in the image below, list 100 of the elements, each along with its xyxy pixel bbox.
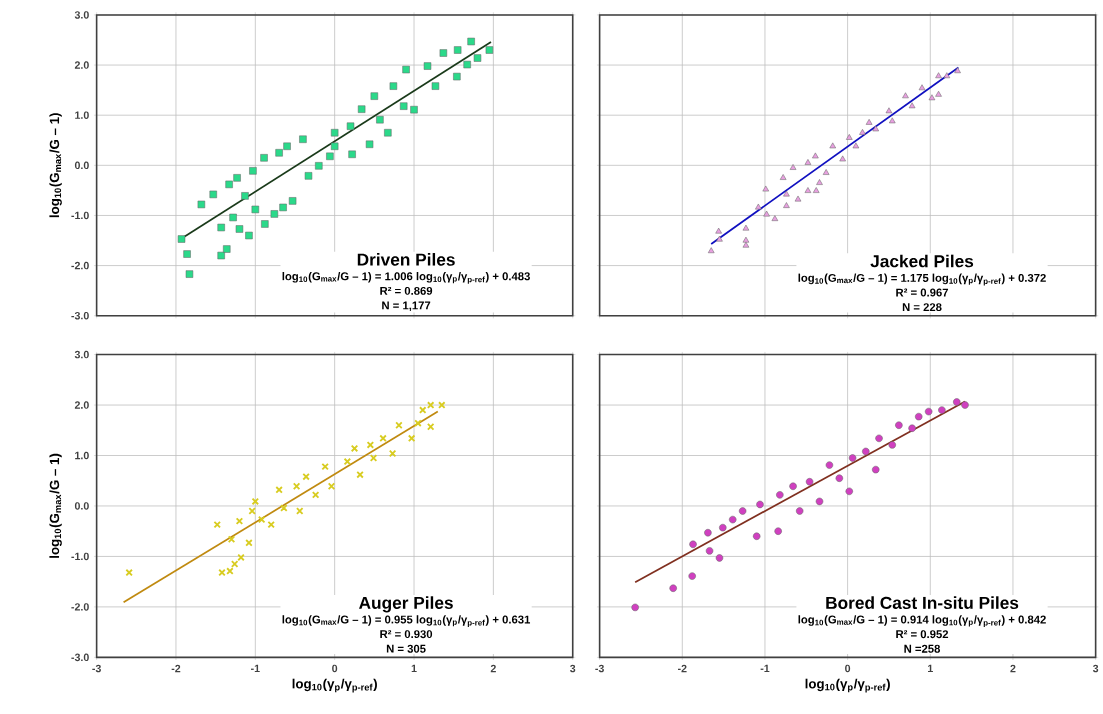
x-tick-label: -1	[760, 664, 770, 672]
point	[742, 224, 750, 231]
x-tick-label: 3	[570, 664, 576, 673]
annotation: R² = 0.930	[380, 630, 433, 639]
point	[935, 90, 942, 97]
point	[431, 82, 440, 90]
x-tick-label: -3	[92, 664, 101, 673]
point	[848, 454, 857, 462]
point	[376, 115, 384, 124]
point	[852, 142, 860, 149]
point	[865, 118, 873, 125]
annotation: R² = 0.869	[380, 286, 433, 295]
point	[275, 486, 283, 494]
point	[954, 67, 961, 74]
annotation: Driven Piles	[357, 252, 455, 266]
point	[742, 236, 750, 243]
point	[763, 210, 770, 217]
point	[245, 539, 253, 547]
point	[296, 507, 304, 515]
point	[872, 125, 879, 132]
point	[631, 603, 639, 612]
point	[407, 434, 416, 443]
point	[815, 497, 824, 506]
point	[402, 65, 410, 74]
x-tick-label: 0	[332, 664, 338, 673]
point	[716, 235, 723, 242]
point	[875, 434, 883, 443]
point	[326, 152, 334, 160]
y-tick-label: -2.0	[71, 603, 89, 611]
point	[789, 164, 797, 170]
annotation: Bored Cast In-situ Piles	[826, 596, 1019, 609]
point	[689, 540, 697, 548]
point	[719, 523, 727, 532]
x-tick-label: -1	[251, 664, 260, 672]
point	[953, 398, 961, 406]
point	[423, 62, 432, 70]
point	[914, 412, 923, 421]
point	[938, 406, 946, 414]
point	[805, 477, 814, 486]
point	[804, 187, 812, 193]
x-tick-label: -2	[677, 664, 687, 673]
point	[755, 203, 762, 210]
text: log$_{10}$(G$_{max}$/G – 1) = 1.006 log$_{10}$(γ$_{p}$/γ$_{p-ref}$) + 0.483	[282, 271, 530, 284]
x-axis-title: log$_{10}$(γ$_{p}$/γ$_{p-ref}$)	[805, 678, 890, 693]
point	[742, 241, 750, 248]
point	[835, 474, 844, 482]
point	[738, 507, 747, 515]
point	[704, 528, 712, 537]
point	[177, 235, 186, 243]
text: log$_{10}$(G$_{max}$/G – 1) = 0.914 log$_{10}$(γ$_{p}$/γ$_{p-ref}$) + 0.842	[798, 615, 1046, 628]
annotation: N = 228	[902, 303, 942, 312]
x-axis-title: log$_{10}$(γ$_{p}$/γ$_{p-ref}$)	[292, 678, 377, 693]
point	[908, 424, 916, 432]
x-tick-label: 0	[845, 664, 851, 673]
point	[233, 174, 241, 182]
point	[795, 507, 804, 515]
x-tick-label: 1	[928, 664, 933, 672]
x-tick-label: 3	[1092, 664, 1099, 673]
point	[261, 220, 269, 228]
x-tick-label: 1	[411, 664, 417, 672]
annotation: N = 305	[386, 644, 426, 653]
point	[776, 491, 784, 499]
point	[223, 245, 231, 253]
point	[707, 247, 715, 253]
point	[330, 142, 339, 150]
point	[783, 190, 790, 197]
y-tick-label: 0.0	[74, 161, 89, 170]
point	[895, 421, 903, 429]
point	[845, 487, 853, 495]
point	[705, 547, 714, 555]
point	[888, 441, 896, 449]
point	[453, 46, 462, 54]
point	[908, 102, 916, 109]
point	[453, 72, 461, 81]
x-tick-label: -2	[171, 664, 181, 673]
y-tick-label: 0.0	[74, 502, 89, 510]
point	[315, 162, 323, 170]
y-tick-label: 2.0	[74, 61, 89, 69]
point	[812, 152, 819, 159]
y-axis-title: log$_{10}$(G$_{max}$/G – 1)	[49, 453, 62, 558]
point	[862, 447, 870, 456]
point	[248, 507, 256, 515]
point	[395, 421, 403, 429]
point	[348, 150, 356, 158]
x-tick-label: -3	[595, 664, 604, 673]
point	[245, 231, 253, 240]
point	[463, 60, 471, 69]
point	[330, 128, 339, 137]
point	[217, 223, 225, 232]
point	[389, 82, 398, 90]
point	[235, 225, 244, 233]
y-tick-label: -1.0	[71, 211, 89, 220]
point	[414, 419, 422, 427]
point	[961, 401, 969, 409]
point	[384, 128, 392, 137]
y-tick-label: -3.0	[71, 311, 89, 320]
point	[343, 457, 352, 466]
point	[885, 107, 893, 114]
point	[752, 532, 761, 540]
annotation: N =258	[904, 644, 941, 653]
